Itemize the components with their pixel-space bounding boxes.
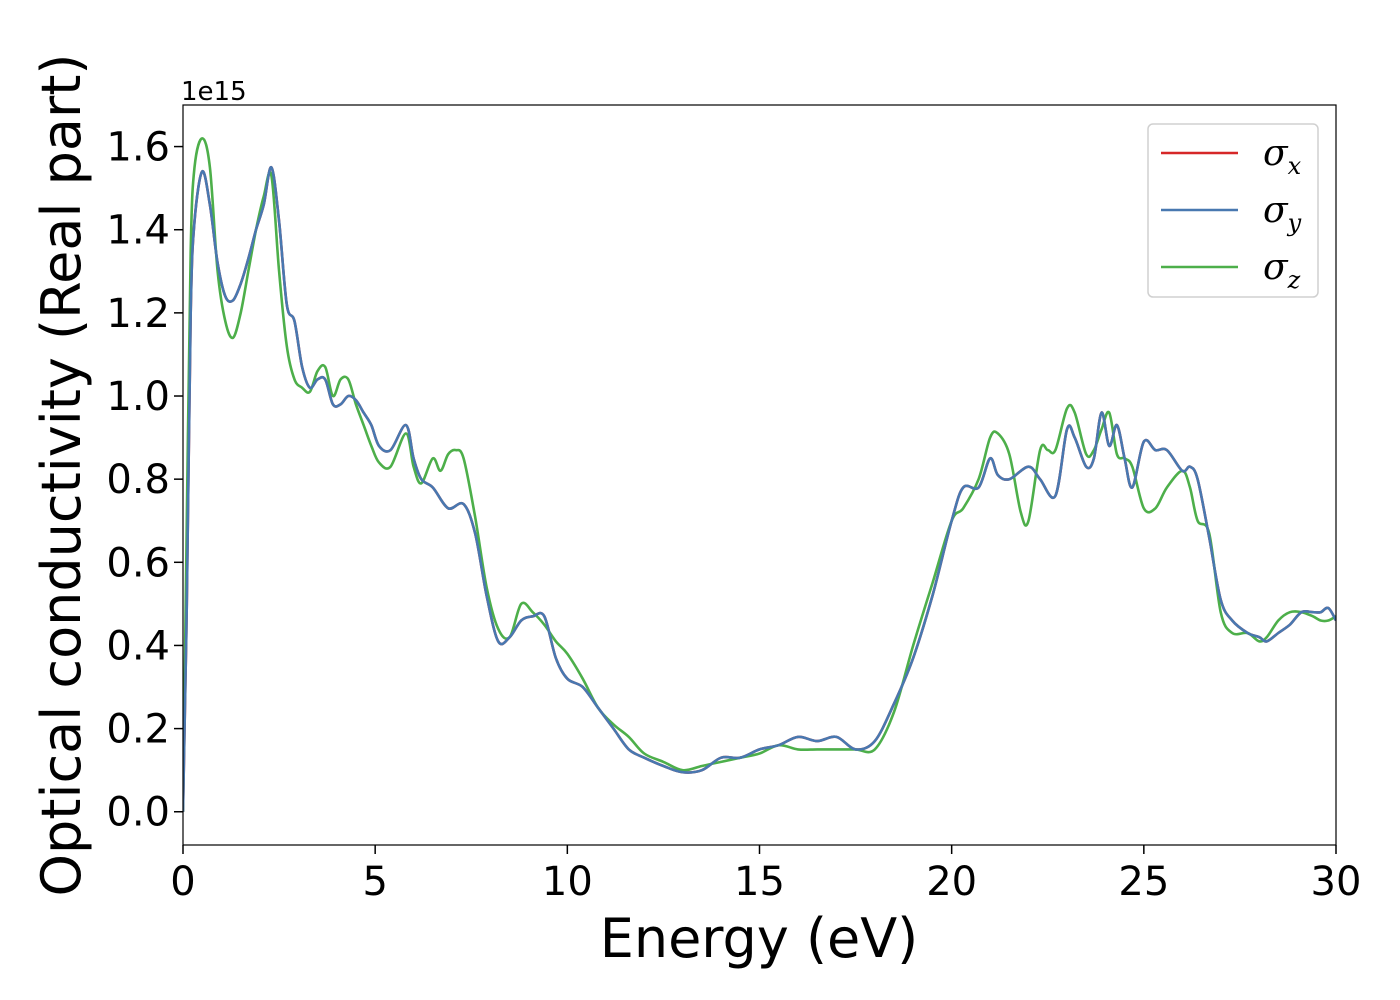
y-tick-label: 0.0 bbox=[106, 790, 170, 836]
legend-subscript: y bbox=[1287, 209, 1302, 237]
y-tick-label: 1.4 bbox=[106, 208, 170, 254]
legend-label-sigma-z: σz bbox=[1263, 247, 1301, 294]
legend-subscript: z bbox=[1287, 266, 1301, 294]
x-tick-label: 0 bbox=[170, 859, 195, 905]
y-axis: 0.0 0.2 0.4 0.6 0.8 1.0 1.2 1.4 1.6 bbox=[106, 125, 183, 836]
x-tick-label: 20 bbox=[926, 859, 977, 905]
y-tick-label: 1.2 bbox=[106, 291, 170, 337]
y-tick-label: 0.8 bbox=[106, 457, 170, 503]
y-tick-label: 1.0 bbox=[106, 374, 170, 420]
legend-subscript: x bbox=[1288, 152, 1302, 180]
y-offset-label: 1e15 bbox=[181, 77, 247, 107]
y-tick-label: 0.6 bbox=[106, 540, 170, 586]
series-line-sigma-z bbox=[183, 137, 1336, 812]
x-tick-label: 10 bbox=[542, 859, 593, 905]
x-axis: 0 5 10 15 20 25 30 bbox=[170, 845, 1361, 905]
x-tick-label: 5 bbox=[362, 859, 387, 905]
legend-symbol: σ bbox=[1263, 133, 1289, 174]
legend-label-sigma-y: σy bbox=[1263, 190, 1302, 237]
x-tick-label: 25 bbox=[1118, 859, 1169, 905]
x-tick-label: 15 bbox=[734, 859, 785, 905]
y-axis-title: Optical conductivity (Real part) bbox=[30, 54, 93, 897]
plot-background bbox=[183, 105, 1336, 845]
series-layer bbox=[183, 137, 1336, 812]
legend-symbol: σ bbox=[1263, 247, 1289, 288]
legend-symbol: σ bbox=[1263, 190, 1289, 231]
x-axis-title: Energy (eV) bbox=[600, 907, 919, 970]
y-tick-label: 0.4 bbox=[106, 623, 170, 669]
x-tick-label: 30 bbox=[1311, 859, 1362, 905]
y-tick-label: 0.2 bbox=[106, 707, 170, 753]
series-line-sigma-y bbox=[183, 166, 1336, 812]
legend-label-sigma-x: σx bbox=[1263, 133, 1302, 180]
y-tick-label: 1.6 bbox=[106, 125, 170, 171]
